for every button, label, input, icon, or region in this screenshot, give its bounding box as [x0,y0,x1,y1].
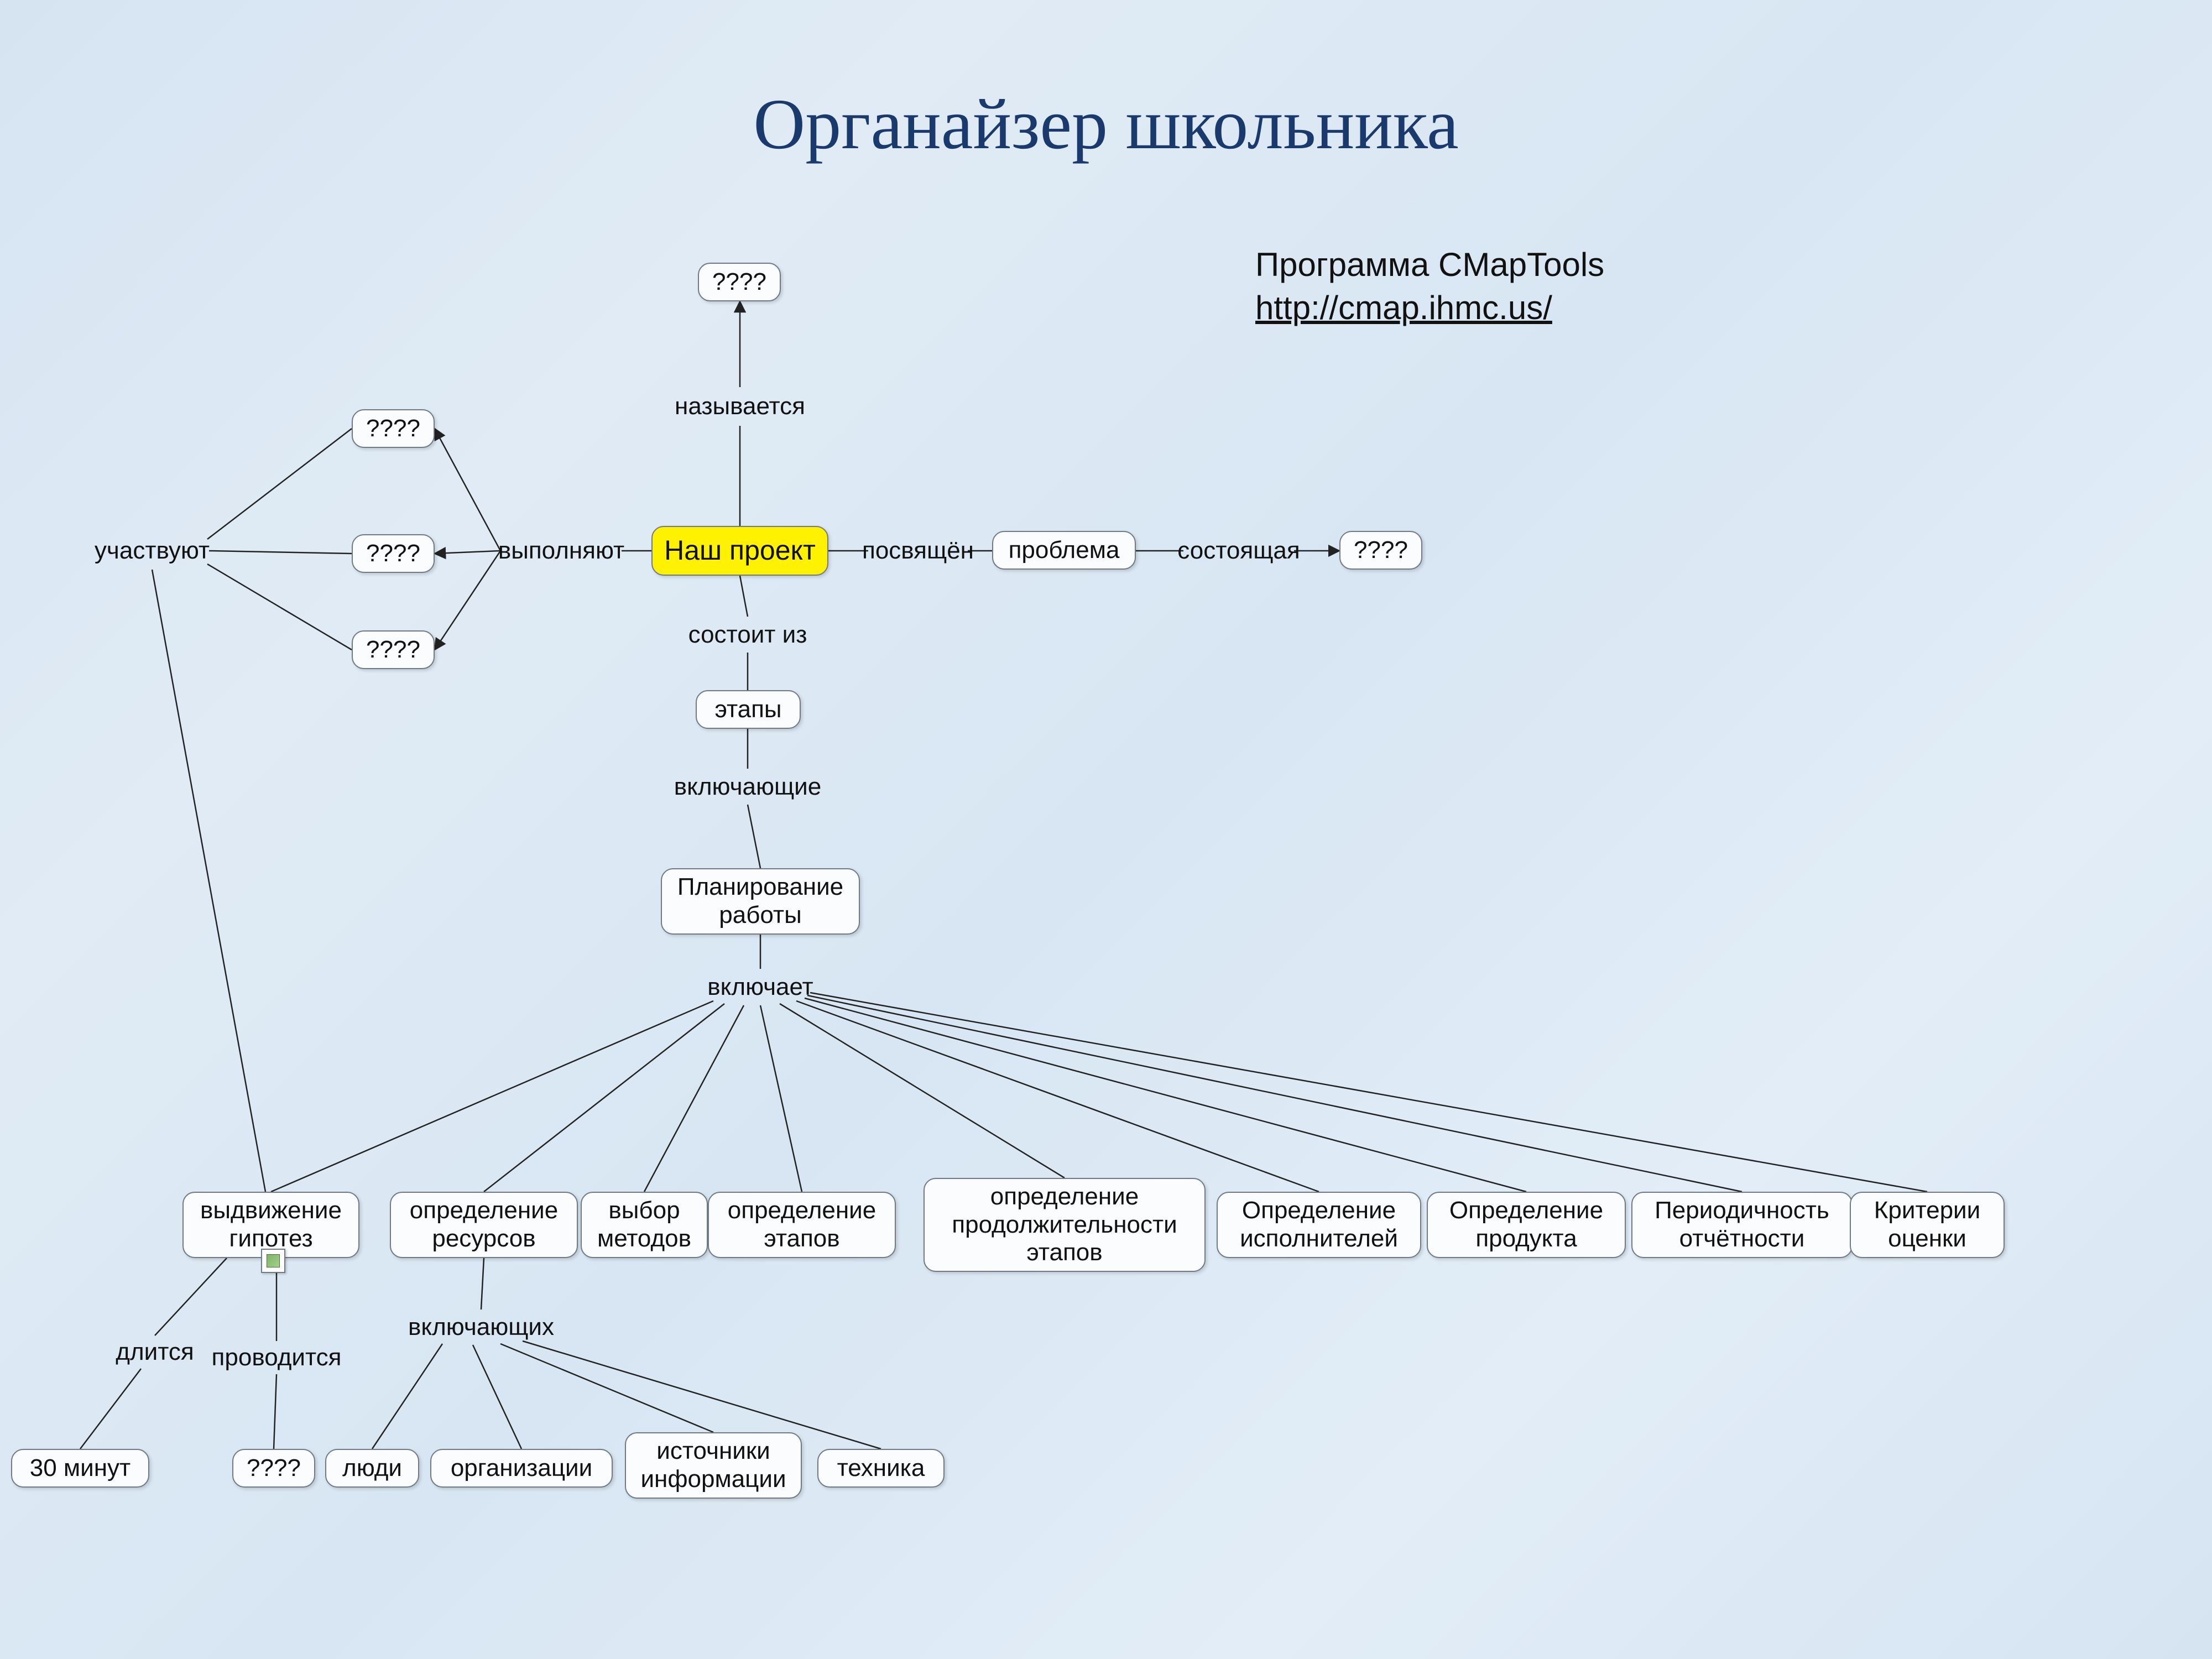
linktext-ll_conduct: проводится [212,1344,342,1371]
linktext-ll_lasts: длится [116,1338,194,1366]
node-duration[interactable]: определение продолжительности этапов [924,1178,1206,1272]
edge [209,551,352,554]
edge [484,1004,724,1192]
edge [435,429,500,551]
edge [796,1001,1319,1192]
edge [644,1005,744,1192]
node-resources[interactable]: определение ресурсов [390,1192,578,1258]
edge [271,1001,713,1192]
edges-layer [0,0,2212,1659]
node-tech[interactable]: техника [817,1449,945,1488]
edge [274,1374,276,1449]
node-def_etapy[interactable]: определение этапов [708,1192,896,1258]
edge [80,1369,141,1449]
linktext-ll_exec: выполняют [498,537,624,565]
edge [372,1344,442,1449]
node-report[interactable]: Периодичность отчётности [1631,1192,1853,1258]
edge [207,429,352,539]
node-methods[interactable]: выбор методов [581,1192,708,1258]
edge [155,1258,227,1335]
edge [500,1344,713,1432]
node-product[interactable]: Определение продукта [1427,1192,1626,1258]
node-sources[interactable]: источники информации [625,1432,802,1499]
node-top_q[interactable]: ???? [698,263,781,301]
node-q2[interactable]: ???? [352,534,435,573]
edge [810,993,1927,1192]
linktext-ll_name: называется [675,393,805,420]
linktext-ll_incl2: включает [707,973,813,1001]
edge [435,551,500,650]
node-plan[interactable]: Планирование работы [661,868,860,935]
linktext-ll_consist: состоящая [1177,537,1300,565]
linktext-ll_incl1: включающие [674,773,821,801]
linktext-ll_devoted: посвящён [862,537,974,565]
node-center[interactable]: Наш проект [651,526,828,576]
edge [740,576,748,617]
node-hypo[interactable]: выдвижение гипотез [182,1192,359,1258]
edge [473,1345,521,1449]
node-orgs[interactable]: организации [430,1449,613,1488]
edge [435,551,500,554]
edge [481,1258,484,1310]
linktext-ll_part: участвуют [95,537,210,565]
edge [805,998,1526,1192]
linktext-ll_incl3: включающих [408,1313,554,1341]
edge [207,564,352,650]
node-q3[interactable]: ???? [352,630,435,669]
node-performers[interactable]: Определение исполнителей [1217,1192,1421,1258]
node-thirty[interactable]: 30 минут [11,1449,149,1488]
edge [760,1005,802,1192]
node-people[interactable]: люди [325,1449,419,1488]
node-etapy[interactable]: этапы [696,690,801,729]
edge [748,805,760,868]
attachment-icon[interactable] [261,1249,285,1273]
node-q1[interactable]: ???? [352,409,435,448]
edge [152,570,265,1192]
node-bq[interactable]: ???? [232,1449,315,1488]
node-right_q[interactable]: ???? [1339,531,1422,570]
node-problem[interactable]: проблема [992,531,1136,570]
edge [807,995,1742,1192]
node-criteria[interactable]: Критерии оценки [1850,1192,2005,1258]
linktext-ll_sostav: состоит из [688,621,807,649]
